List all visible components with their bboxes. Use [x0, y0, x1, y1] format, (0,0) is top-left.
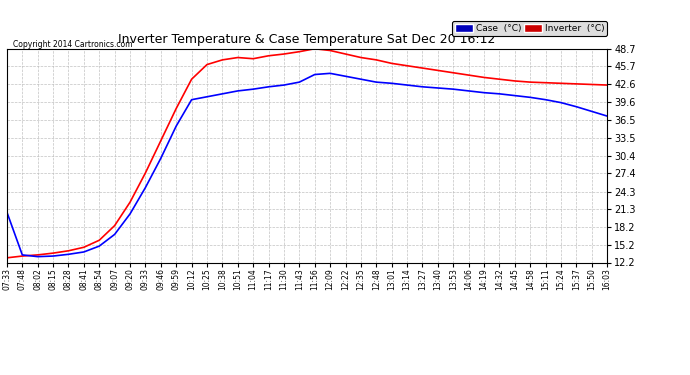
Text: Copyright 2014 Cartronics.com: Copyright 2014 Cartronics.com	[13, 40, 132, 49]
Title: Inverter Temperature & Case Temperature Sat Dec 20 16:12: Inverter Temperature & Case Temperature …	[119, 33, 495, 46]
Legend: Case  (°C), Inverter  (°C): Case (°C), Inverter (°C)	[453, 21, 607, 36]
